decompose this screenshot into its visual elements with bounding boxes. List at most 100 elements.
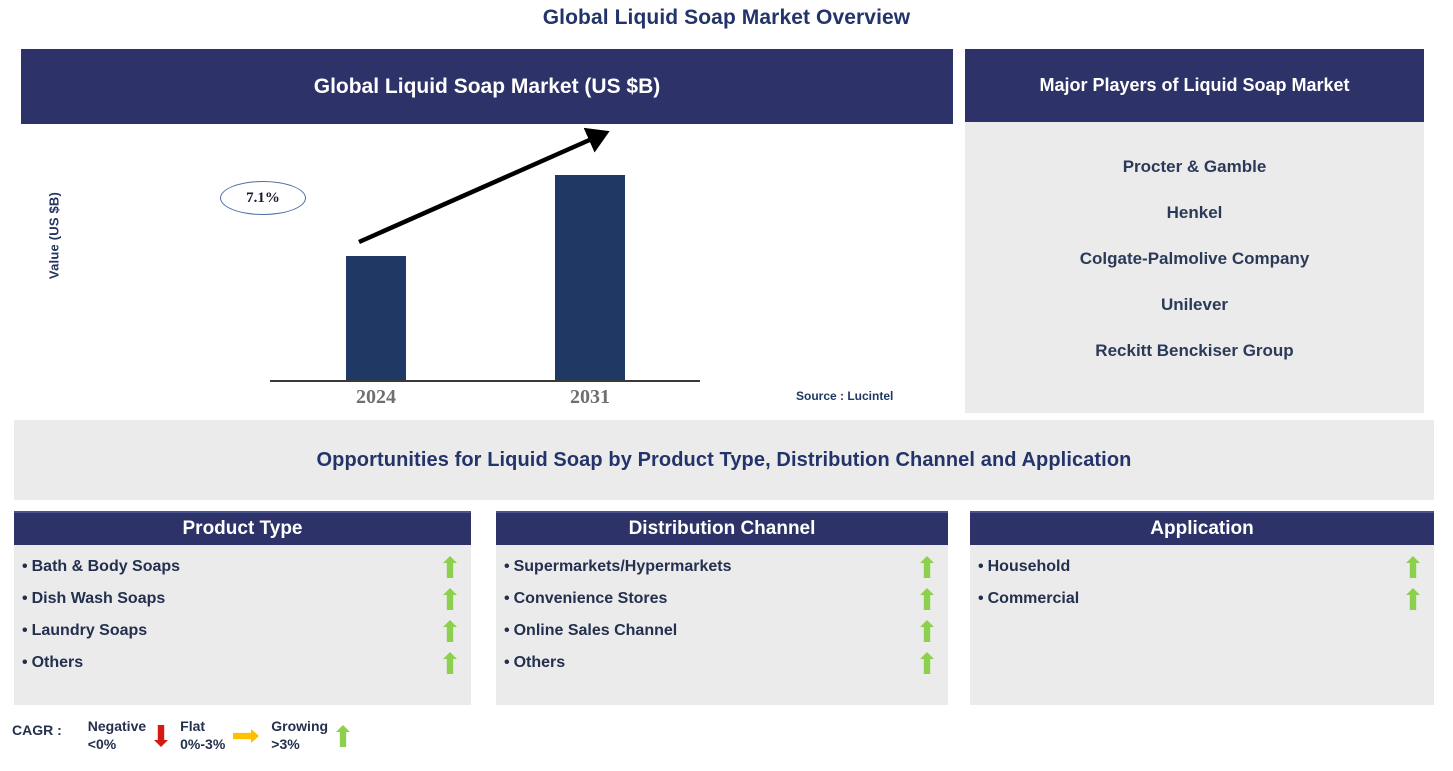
list-item: Procter & Gamble: [1122, 157, 1267, 176]
category-header-product-type: Product Type: [14, 513, 471, 545]
major-players-title: Major Players of Liquid Soap Market: [1039, 75, 1350, 95]
category-list-distribution-channel: • Supermarkets/Hypermarkets • Convenience …: [496, 545, 948, 679]
list-item-text: Commercial: [987, 590, 1080, 607]
list-item-text: Supermarkets/Hypermarkets: [513, 558, 732, 575]
cagr-legend-entry-flat: Flat 0%-3%: [180, 718, 260, 753]
category-title: Distribution Channel: [628, 518, 816, 539]
list-item-label: • Household: [978, 558, 1070, 576]
category-list-product-type: • Bath & Body Soaps • Dish Wash Soaps • Lau…: [14, 545, 471, 679]
category-panel-distribution-channel: Distribution Channel • Supermarkets/Hyper…: [496, 511, 948, 705]
list-item: • Online Sales Channel: [504, 615, 934, 647]
cagr-legend-flat-name: Flat: [180, 718, 206, 734]
arrow-up-green-icon: [443, 556, 457, 578]
major-players-card: Major Players of Liquid Soap Market Proc…: [965, 49, 1424, 413]
list-item-text: Online Sales Channel: [513, 622, 678, 639]
opportunities-band: Opportunities for Liquid Soap by Product…: [14, 420, 1434, 500]
cagr-legend-entry-negative: Negative <0%: [88, 718, 169, 753]
list-item: • Commercial: [978, 583, 1420, 615]
list-item: • Others: [22, 647, 457, 679]
list-item-text: Laundry Soaps: [31, 622, 148, 639]
list-item-text: Household: [987, 558, 1071, 575]
bullet-icon: •: [504, 622, 510, 639]
list-item: • Convenience Stores: [504, 583, 934, 615]
major-players-list: Procter & Gamble Henkel Colgate-Palmoliv…: [965, 122, 1424, 413]
arrow-up-green-icon: [336, 724, 351, 747]
opportunities-title: Opportunities for Liquid Soap by Product…: [316, 448, 1132, 471]
arrow-up-green-icon: [1406, 556, 1420, 578]
bullet-icon: •: [22, 622, 28, 639]
bullet-icon: •: [504, 558, 510, 575]
list-item-label: • Bath & Body Soaps: [22, 558, 180, 576]
page-title: Global Liquid Soap Market Overview: [542, 6, 911, 29]
list-item-label: • Laundry Soaps: [22, 622, 147, 640]
arrow-down-red-icon: [154, 724, 169, 747]
category-title: Product Type: [182, 518, 303, 539]
list-item-label: • Dish Wash Soaps: [22, 590, 165, 608]
category-panel-product-type: Product Type • Bath & Body Soaps • Dish Wa…: [14, 511, 471, 705]
bullet-icon: •: [978, 590, 984, 607]
bullet-icon: •: [22, 654, 28, 671]
bar-2031: [555, 175, 625, 380]
bullet-icon: •: [22, 590, 28, 607]
category-title: Application: [1150, 518, 1254, 539]
cagr-legend: CAGR : Negative <0% Flat 0%-3% Growing >…: [12, 718, 362, 753]
category-panel-application: Application • Household • Commercial: [970, 511, 1434, 705]
x-tick-label-0: 2024: [356, 386, 396, 408]
list-item-text: Dish Wash Soaps: [31, 590, 166, 607]
major-players-header: Major Players of Liquid Soap Market: [965, 49, 1424, 122]
chart-y-axis-label: Value (US $B): [46, 191, 62, 280]
list-item-text: Others: [513, 654, 566, 671]
arrow-up-green-icon: [920, 556, 934, 578]
bar-2024: [346, 256, 406, 380]
chart-card-header: Global Liquid Soap Market (US $B): [21, 49, 953, 124]
list-item-label: • Others: [22, 654, 83, 672]
arrow-up-green-icon: [920, 652, 934, 674]
cagr-legend-label: CAGR :: [12, 722, 62, 738]
arrow-up-green-icon: [920, 588, 934, 610]
cagr-legend-negative-text: Negative <0%: [88, 718, 146, 753]
arrow-up-green-icon: [443, 620, 457, 642]
bullet-icon: •: [504, 590, 510, 607]
list-item-text: Bath & Body Soaps: [31, 558, 181, 575]
cagr-value-bubble: 7.1%: [220, 181, 306, 215]
arrow-right-yellow-icon: [233, 728, 260, 743]
cagr-legend-growing-name: Growing: [271, 718, 329, 734]
list-item-label: • Convenience Stores: [504, 590, 667, 608]
x-tick-label-1: 2031: [570, 386, 610, 408]
chart-plot-area: Value (US $B) 2024 2031 7.1%: [21, 124, 953, 413]
list-item: Colgate-Palmolive Company: [1079, 249, 1310, 268]
arrow-up-green-icon: [443, 588, 457, 610]
list-item: • Laundry Soaps: [22, 615, 457, 647]
cagr-legend-flat-range: 0%-3%: [180, 735, 226, 752]
category-header-distribution-channel: Distribution Channel: [496, 513, 948, 545]
list-item-label: • Supermarkets/Hypermarkets: [504, 558, 732, 576]
bullet-icon: •: [504, 654, 510, 671]
arrow-up-green-icon: [443, 652, 457, 674]
list-item-label: • Others: [504, 654, 565, 672]
cagr-legend-growing-range: >3%: [271, 735, 300, 752]
category-list-application: • Household • Commercial: [970, 545, 1434, 615]
list-item: • Bath & Body Soaps: [22, 551, 457, 583]
list-item: Reckitt Benckiser Group: [1095, 341, 1294, 360]
list-item-text: Convenience Stores: [513, 590, 668, 607]
source-note: Source : Lucintel: [796, 389, 894, 403]
cagr-legend-negative-name: Negative: [87, 718, 147, 734]
chart-x-axis-line: [270, 380, 700, 382]
list-item-label: • Commercial: [978, 590, 1079, 608]
cagr-growth-arrow-icon: [358, 127, 610, 245]
bullet-icon: •: [22, 558, 28, 575]
list-item: • Dish Wash Soaps: [22, 583, 457, 615]
arrow-up-green-icon: [1406, 588, 1420, 610]
cagr-legend-negative-range: <0%: [87, 735, 117, 752]
cagr-legend-entry-growing: Growing >3%: [271, 718, 351, 753]
cagr-value-text: 7.1%: [246, 189, 280, 206]
market-chart-card: Global Liquid Soap Market (US $B) Value …: [21, 49, 953, 413]
category-header-application: Application: [970, 513, 1434, 545]
list-item: • Supermarkets/Hypermarkets: [504, 551, 934, 583]
list-item: Unilever: [1160, 295, 1229, 314]
list-item-text: Others: [31, 654, 84, 671]
arrow-up-green-icon: [920, 620, 934, 642]
list-item: • Household: [978, 551, 1420, 583]
list-item: • Others: [504, 647, 934, 679]
chart-card-title: Global Liquid Soap Market (US $B): [313, 74, 661, 98]
